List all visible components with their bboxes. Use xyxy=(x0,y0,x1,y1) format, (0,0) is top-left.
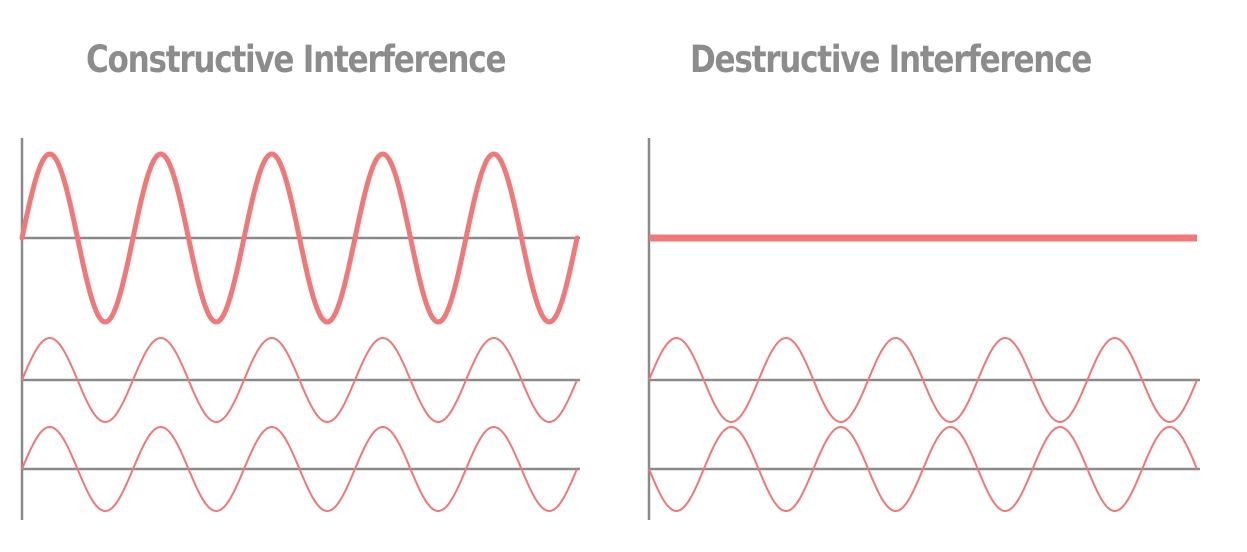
destructive-panel xyxy=(647,138,1200,520)
constructive-title: Constructive Interference xyxy=(86,38,507,81)
constructive-input-wave-1 xyxy=(21,336,578,424)
destructive-input-wave-1 xyxy=(648,336,1198,424)
constructive-resultant-wave xyxy=(19,151,580,325)
destructive-title: Destructive Interference xyxy=(690,38,1092,81)
destructive-input-wave-2 xyxy=(648,425,1198,513)
constructive-input-wave-2 xyxy=(21,425,578,513)
constructive-panel xyxy=(19,138,580,520)
